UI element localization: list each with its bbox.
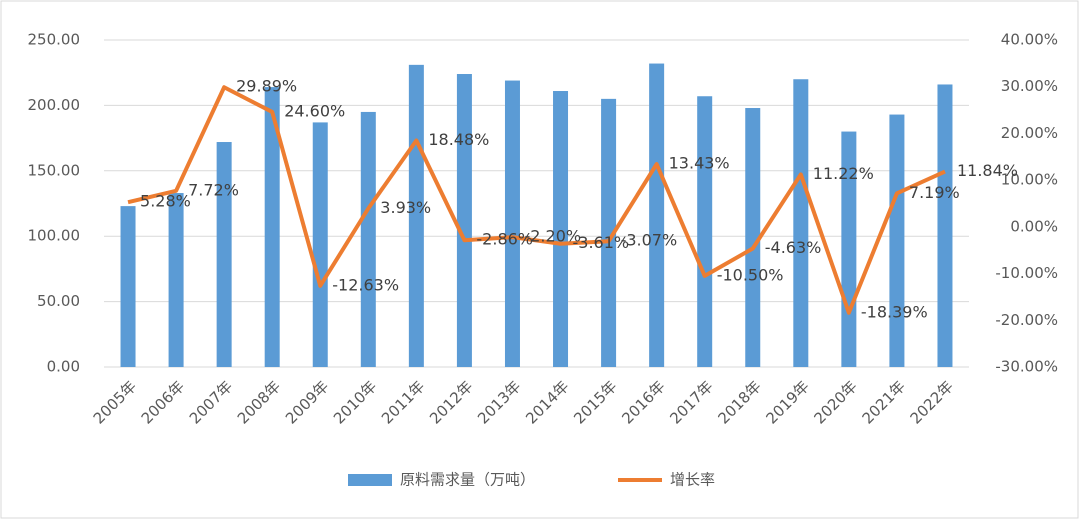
- bar: [889, 114, 905, 367]
- bar: [697, 96, 713, 367]
- bar: [120, 206, 136, 367]
- data-label: 13.43%: [669, 154, 730, 173]
- y2-tick-label: 20.00%: [1001, 124, 1058, 142]
- legend-swatch: [348, 474, 392, 486]
- bar: [216, 142, 232, 367]
- y2-tick-label: 0.00%: [1010, 217, 1058, 235]
- y2-tick-label: 40.00%: [1001, 31, 1058, 49]
- bar: [312, 122, 328, 368]
- data-label: 24.60%: [284, 101, 345, 120]
- bar: [264, 87, 280, 367]
- data-label: 11.22%: [813, 164, 874, 183]
- bar: [168, 193, 184, 367]
- data-label: -2.86%: [476, 230, 533, 249]
- y-tick-label: 100.00: [28, 227, 81, 245]
- data-label: 29.89%: [236, 77, 297, 96]
- bar: [504, 80, 520, 367]
- data-label: -3.07%: [621, 231, 678, 250]
- bar: [937, 84, 953, 368]
- y2-tick-label: 30.00%: [1001, 77, 1058, 95]
- data-label: -3.61%: [573, 233, 630, 252]
- bar: [456, 74, 472, 368]
- data-label: -12.63%: [332, 275, 399, 294]
- data-label: -4.63%: [765, 238, 822, 257]
- y-tick-label: 250.00: [28, 31, 81, 49]
- y-tick-label: 0.00: [47, 358, 80, 376]
- y2-tick-label: -30.00%: [995, 358, 1058, 376]
- y-tick-label: 50.00: [37, 292, 80, 310]
- bar: [745, 108, 761, 368]
- data-label: 3.93%: [380, 198, 431, 217]
- bar: [793, 79, 809, 368]
- line: [127, 85, 946, 315]
- data-label: 5.28%: [140, 192, 191, 211]
- y-tick-label: 150.00: [28, 161, 81, 179]
- bar: [408, 64, 424, 368]
- y2-tick-label: -10.00%: [995, 264, 1058, 282]
- legend-label: 原料需求量（万吨）: [400, 471, 535, 489]
- data-label: -18.39%: [861, 302, 928, 321]
- data-label: -2.20%: [524, 227, 581, 246]
- bar: [649, 63, 665, 367]
- data-label: -10.50%: [717, 265, 784, 284]
- data-label: 18.48%: [428, 130, 489, 149]
- data-label: 7.19%: [909, 183, 960, 202]
- bar: [553, 91, 569, 368]
- data-label: 11.84%: [957, 161, 1018, 180]
- bar: [601, 98, 617, 368]
- y-tick-label: 200.00: [28, 96, 81, 114]
- y2-tick-label: -20.00%: [995, 311, 1058, 329]
- bar: [360, 111, 376, 367]
- legend-label: 增长率: [670, 471, 715, 489]
- y2-tick-label: 10.00%: [1001, 171, 1058, 189]
- data-label: 7.72%: [188, 180, 239, 199]
